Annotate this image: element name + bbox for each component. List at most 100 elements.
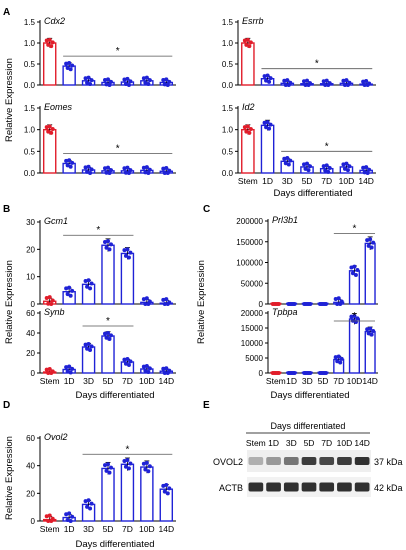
data-point: [64, 61, 69, 66]
significance-star: *: [325, 141, 329, 152]
data-point: [162, 171, 167, 175]
x-tick-label-stem: Stem: [40, 524, 60, 534]
data-point: [283, 83, 288, 87]
x-tick-label-5d: 5D: [318, 376, 329, 386]
data-point: [64, 365, 69, 370]
data-point: [64, 158, 69, 163]
data-point: [368, 326, 373, 331]
data-point: [247, 44, 252, 49]
bar-14d: [364, 242, 376, 305]
blot-band-ovol2: [248, 457, 264, 465]
data-point: [104, 468, 109, 473]
y-tick-label: 1.5: [222, 104, 234, 113]
data-point: [126, 363, 131, 367]
data-point: [85, 80, 90, 85]
data-point: [144, 460, 149, 465]
data-point: [64, 286, 69, 291]
data-point: [161, 366, 166, 371]
data-point: [144, 165, 149, 170]
gene-label: Cdx2: [44, 16, 65, 26]
y-axis-title-c: Relative Expression: [196, 260, 207, 344]
x-tick-label-14d: 14D: [158, 524, 174, 534]
y-tick-label: 0: [31, 300, 36, 309]
data-point: [44, 514, 49, 519]
data-point: [125, 76, 130, 81]
data-point: [107, 337, 112, 341]
chart-esrrb: 0.0 0.5 1.0 1.5 Esrrb *: [222, 16, 376, 90]
y-tick-label: 1.5: [222, 18, 234, 27]
data-point: [349, 265, 354, 270]
y-tick-label: 15000: [241, 324, 264, 333]
data-point: [144, 364, 149, 368]
data-point: [67, 285, 72, 290]
x-tick-label-5d: 5D: [103, 376, 114, 386]
data-point: [341, 78, 346, 83]
chart-tpbpa: 0 5000 10000 15000 20000 Tpbpa * Stem 1D 3D 5D 7D 10…: [241, 307, 378, 386]
y-tick-label: 0.0: [24, 169, 36, 178]
data-point: [366, 243, 371, 248]
bar-10d: [140, 466, 154, 522]
data-point: [342, 166, 347, 171]
data-point: [344, 161, 349, 166]
data-point: [49, 44, 54, 49]
data-point: [164, 297, 169, 302]
data-point: [126, 255, 131, 260]
data-point: [49, 302, 54, 306]
data-point: [305, 78, 309, 83]
data-point: [321, 79, 326, 84]
data-point: [321, 164, 326, 169]
data-point: [308, 302, 313, 306]
data-point: [146, 81, 151, 86]
data-point: [245, 37, 250, 42]
x-tick-label-5d: 5D: [103, 524, 114, 534]
data-point: [352, 264, 357, 269]
blot-band-actb: [266, 482, 281, 492]
data-point: [44, 38, 49, 43]
data-point: [122, 248, 127, 253]
blot-lane-label-10d: 10D: [337, 438, 353, 448]
x-axis-title-c: Days differentiated: [270, 390, 349, 401]
data-point: [345, 168, 350, 173]
data-point: [341, 162, 346, 167]
data-point: [103, 239, 107, 244]
x-tick-label-3d: 3D: [83, 376, 94, 386]
data-point: [128, 250, 133, 255]
data-point: [104, 170, 109, 175]
y-tick-label: 1.5: [24, 18, 36, 27]
data-point: [268, 76, 273, 81]
y-tick-label: 0.0: [222, 169, 234, 178]
bar-14d: [364, 330, 376, 374]
data-point: [369, 245, 374, 250]
data-point: [347, 164, 352, 169]
blot-band-ovol2: [337, 457, 352, 465]
data-point: [161, 483, 166, 488]
blot-size-ovol2: 37 kDa: [374, 457, 403, 467]
y-tick-label: 20: [26, 245, 35, 254]
data-point: [147, 78, 152, 83]
data-point: [103, 166, 107, 171]
data-point: [161, 297, 166, 302]
data-point: [46, 129, 51, 134]
blot-band-actb: [301, 482, 317, 492]
data-point: [342, 83, 347, 87]
data-point: [89, 78, 94, 83]
y-tick-label: 0.5: [24, 147, 36, 156]
x-tick-label-stem: Stem: [266, 376, 286, 386]
data-point: [303, 83, 308, 87]
data-point: [85, 346, 90, 351]
data-point: [165, 491, 170, 496]
x-axis-title-d: Days differentiated: [75, 539, 154, 550]
data-point: [103, 331, 107, 336]
y-tick-label: 60: [26, 309, 35, 318]
data-point: [247, 130, 252, 135]
gene-label: Synb: [44, 307, 65, 317]
significance-star: *: [116, 143, 120, 154]
data-point: [365, 238, 370, 243]
data-point: [146, 171, 151, 175]
data-point: [264, 125, 269, 130]
y-tick-label: 0: [259, 300, 264, 309]
x-tick-label-14d: 14D: [362, 376, 378, 386]
data-point: [242, 38, 247, 43]
blot-lane-label-5d: 5D: [304, 438, 315, 448]
bar-stem: [42, 42, 57, 86]
